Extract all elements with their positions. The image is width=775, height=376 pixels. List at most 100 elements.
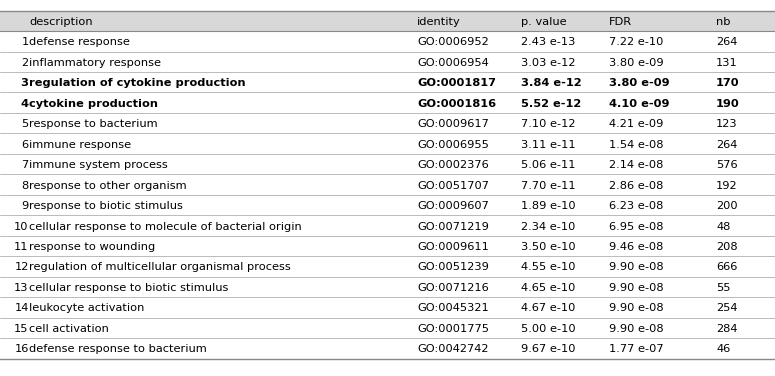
Text: GO:0042742: GO:0042742	[417, 344, 488, 355]
Text: 9: 9	[22, 201, 29, 211]
Text: 3: 3	[21, 78, 29, 88]
Text: 15: 15	[14, 324, 29, 334]
Text: GO:0001816: GO:0001816	[417, 99, 496, 109]
Text: 8: 8	[22, 180, 29, 191]
Text: response to bacterium: response to bacterium	[29, 119, 158, 129]
Text: leukocyte activation: leukocyte activation	[29, 303, 145, 314]
Text: cellular response to molecule of bacterial origin: cellular response to molecule of bacteri…	[29, 221, 302, 232]
Text: 123: 123	[716, 119, 738, 129]
Text: 264: 264	[716, 37, 738, 47]
Text: 170: 170	[716, 78, 739, 88]
Text: 2.43 e-13: 2.43 e-13	[521, 37, 575, 47]
Text: GO:0051707: GO:0051707	[417, 180, 489, 191]
Text: 4.21 e-09: 4.21 e-09	[609, 119, 663, 129]
Text: 5.00 e-10: 5.00 e-10	[521, 324, 575, 334]
Text: 5: 5	[22, 119, 29, 129]
Text: 9.90 e-08: 9.90 e-08	[609, 262, 663, 273]
Text: 2.86 e-08: 2.86 e-08	[609, 180, 663, 191]
Bar	[0, 11, 775, 31]
Text: 11: 11	[14, 242, 29, 252]
Text: GO:0002376: GO:0002376	[417, 160, 489, 170]
Text: 48: 48	[716, 221, 731, 232]
Text: 264: 264	[716, 139, 738, 150]
Text: 3.80 e-09: 3.80 e-09	[609, 78, 670, 88]
Text: 190: 190	[716, 99, 740, 109]
Text: regulation of multicellular organismal process: regulation of multicellular organismal p…	[29, 262, 291, 273]
Text: 2.34 e-10: 2.34 e-10	[521, 221, 575, 232]
Text: 16: 16	[14, 344, 29, 355]
Text: GO:0045321: GO:0045321	[417, 303, 489, 314]
Text: 6: 6	[22, 139, 29, 150]
Text: 2.14 e-08: 2.14 e-08	[609, 160, 663, 170]
Text: inflammatory response: inflammatory response	[29, 58, 161, 68]
Text: 1.89 e-10: 1.89 e-10	[521, 201, 575, 211]
Text: identity: identity	[417, 17, 460, 27]
Text: FDR: FDR	[609, 17, 632, 27]
Text: p. value: p. value	[521, 17, 567, 27]
Text: 284: 284	[716, 324, 738, 334]
Text: description: description	[29, 17, 93, 27]
Text: 1.54 e-08: 1.54 e-08	[609, 139, 663, 150]
Text: 9.46 e-08: 9.46 e-08	[609, 242, 663, 252]
Text: 3.84 e-12: 3.84 e-12	[521, 78, 581, 88]
Text: 4: 4	[21, 99, 29, 109]
Text: 4.65 e-10: 4.65 e-10	[521, 283, 575, 293]
Text: response to wounding: response to wounding	[29, 242, 156, 252]
Text: 1.77 e-07: 1.77 e-07	[609, 344, 663, 355]
Text: 3.50 e-10: 3.50 e-10	[521, 242, 575, 252]
Text: GO:0006954: GO:0006954	[417, 58, 489, 68]
Text: 10: 10	[14, 221, 29, 232]
Text: 6.23 e-08: 6.23 e-08	[609, 201, 663, 211]
Text: GO:0071219: GO:0071219	[417, 221, 489, 232]
Text: GO:0001775: GO:0001775	[417, 324, 489, 334]
Text: defense response to bacterium: defense response to bacterium	[29, 344, 207, 355]
Text: 4.10 e-09: 4.10 e-09	[609, 99, 670, 109]
Text: immune response: immune response	[29, 139, 132, 150]
Text: 3.11 e-11: 3.11 e-11	[521, 139, 575, 150]
Text: 7: 7	[22, 160, 29, 170]
Text: 55: 55	[716, 283, 731, 293]
Text: 4.55 e-10: 4.55 e-10	[521, 262, 575, 273]
Text: 46: 46	[716, 344, 730, 355]
Text: cytokine production: cytokine production	[29, 99, 158, 109]
Text: regulation of cytokine production: regulation of cytokine production	[29, 78, 246, 88]
Text: 4.67 e-10: 4.67 e-10	[521, 303, 575, 314]
Text: 5.52 e-12: 5.52 e-12	[521, 99, 581, 109]
Text: response to other organism: response to other organism	[29, 180, 187, 191]
Text: 1: 1	[22, 37, 29, 47]
Text: GO:0009611: GO:0009611	[417, 242, 489, 252]
Text: 192: 192	[716, 180, 738, 191]
Text: 12: 12	[14, 262, 29, 273]
Text: defense response: defense response	[29, 37, 130, 47]
Text: GO:0009607: GO:0009607	[417, 201, 489, 211]
Text: 7.70 e-11: 7.70 e-11	[521, 180, 575, 191]
Text: 14: 14	[14, 303, 29, 314]
Text: 3.03 e-12: 3.03 e-12	[521, 58, 575, 68]
Text: immune system process: immune system process	[29, 160, 168, 170]
Text: GO:0009617: GO:0009617	[417, 119, 489, 129]
Text: 9.90 e-08: 9.90 e-08	[609, 303, 663, 314]
Text: nb: nb	[716, 17, 731, 27]
Text: GO:0006952: GO:0006952	[417, 37, 489, 47]
Text: 9.90 e-08: 9.90 e-08	[609, 324, 663, 334]
Text: GO:0006955: GO:0006955	[417, 139, 489, 150]
Text: 2: 2	[22, 58, 29, 68]
Text: 7.10 e-12: 7.10 e-12	[521, 119, 575, 129]
Text: GO:0071216: GO:0071216	[417, 283, 489, 293]
Text: 131: 131	[716, 58, 738, 68]
Text: 7.22 e-10: 7.22 e-10	[609, 37, 663, 47]
Text: 3.80 e-09: 3.80 e-09	[609, 58, 663, 68]
Text: 666: 666	[716, 262, 738, 273]
Text: GO:0051239: GO:0051239	[417, 262, 489, 273]
Text: 5.06 e-11: 5.06 e-11	[521, 160, 575, 170]
Text: 200: 200	[716, 201, 738, 211]
Text: 208: 208	[716, 242, 738, 252]
Text: 6.95 e-08: 6.95 e-08	[609, 221, 663, 232]
Text: 254: 254	[716, 303, 738, 314]
Text: cellular response to biotic stimulus: cellular response to biotic stimulus	[29, 283, 229, 293]
Text: 9.90 e-08: 9.90 e-08	[609, 283, 663, 293]
Text: cell activation: cell activation	[29, 324, 109, 334]
Text: response to biotic stimulus: response to biotic stimulus	[29, 201, 184, 211]
Text: 9.67 e-10: 9.67 e-10	[521, 344, 575, 355]
Text: GO:0001817: GO:0001817	[417, 78, 496, 88]
